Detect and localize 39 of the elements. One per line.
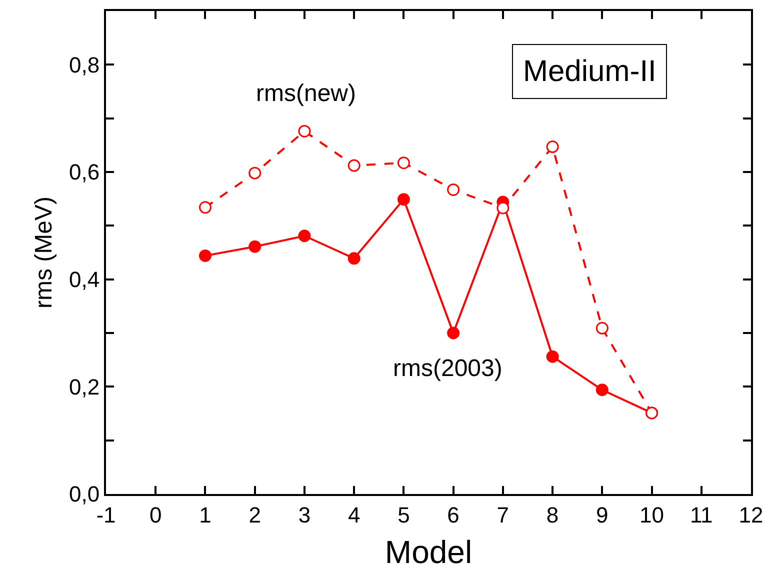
x-tick-label: 11 bbox=[690, 502, 713, 528]
x-tick-label: 12 bbox=[738, 502, 764, 528]
x-tick-label: 8 bbox=[546, 502, 559, 528]
x-tick-label: 5 bbox=[398, 502, 410, 528]
annotation: Medium-II bbox=[523, 55, 656, 88]
y-tick-label: 0,8 bbox=[69, 52, 100, 78]
point bbox=[248, 166, 262, 180]
y-tick-label: 0,2 bbox=[69, 374, 100, 400]
x-axis-title: Model bbox=[384, 534, 472, 570]
point bbox=[397, 193, 410, 206]
x-tick-label: 9 bbox=[596, 502, 608, 528]
point bbox=[348, 159, 360, 172]
point bbox=[397, 156, 410, 170]
point bbox=[298, 230, 311, 242]
x-tick-label: 7 bbox=[496, 502, 510, 528]
x-tick-label: 3 bbox=[298, 502, 311, 528]
y-tick-label: 0,6 bbox=[69, 160, 100, 185]
point bbox=[248, 240, 262, 253]
point bbox=[447, 183, 460, 196]
x-tick-label: 6 bbox=[447, 502, 460, 528]
x-tick-label: 10 bbox=[640, 502, 664, 528]
x-tick-label: 0 bbox=[149, 502, 162, 528]
series-label: rms(2003) bbox=[393, 355, 502, 382]
point bbox=[596, 322, 608, 334]
y-axis-title: rms (MeV) bbox=[30, 196, 58, 308]
y-tick-label: 0,4 bbox=[69, 267, 100, 292]
point bbox=[198, 249, 212, 262]
x-tick-label: 1 bbox=[199, 502, 212, 528]
point bbox=[596, 384, 608, 396]
point bbox=[546, 140, 559, 154]
point bbox=[496, 202, 510, 214]
point bbox=[447, 326, 460, 340]
x-tick-label: 2 bbox=[248, 502, 261, 528]
point bbox=[198, 201, 212, 214]
point bbox=[348, 252, 360, 265]
series-label: rms(new) bbox=[256, 80, 356, 107]
point bbox=[546, 350, 559, 363]
x-tick-label: 4 bbox=[348, 502, 360, 528]
point bbox=[298, 124, 311, 138]
